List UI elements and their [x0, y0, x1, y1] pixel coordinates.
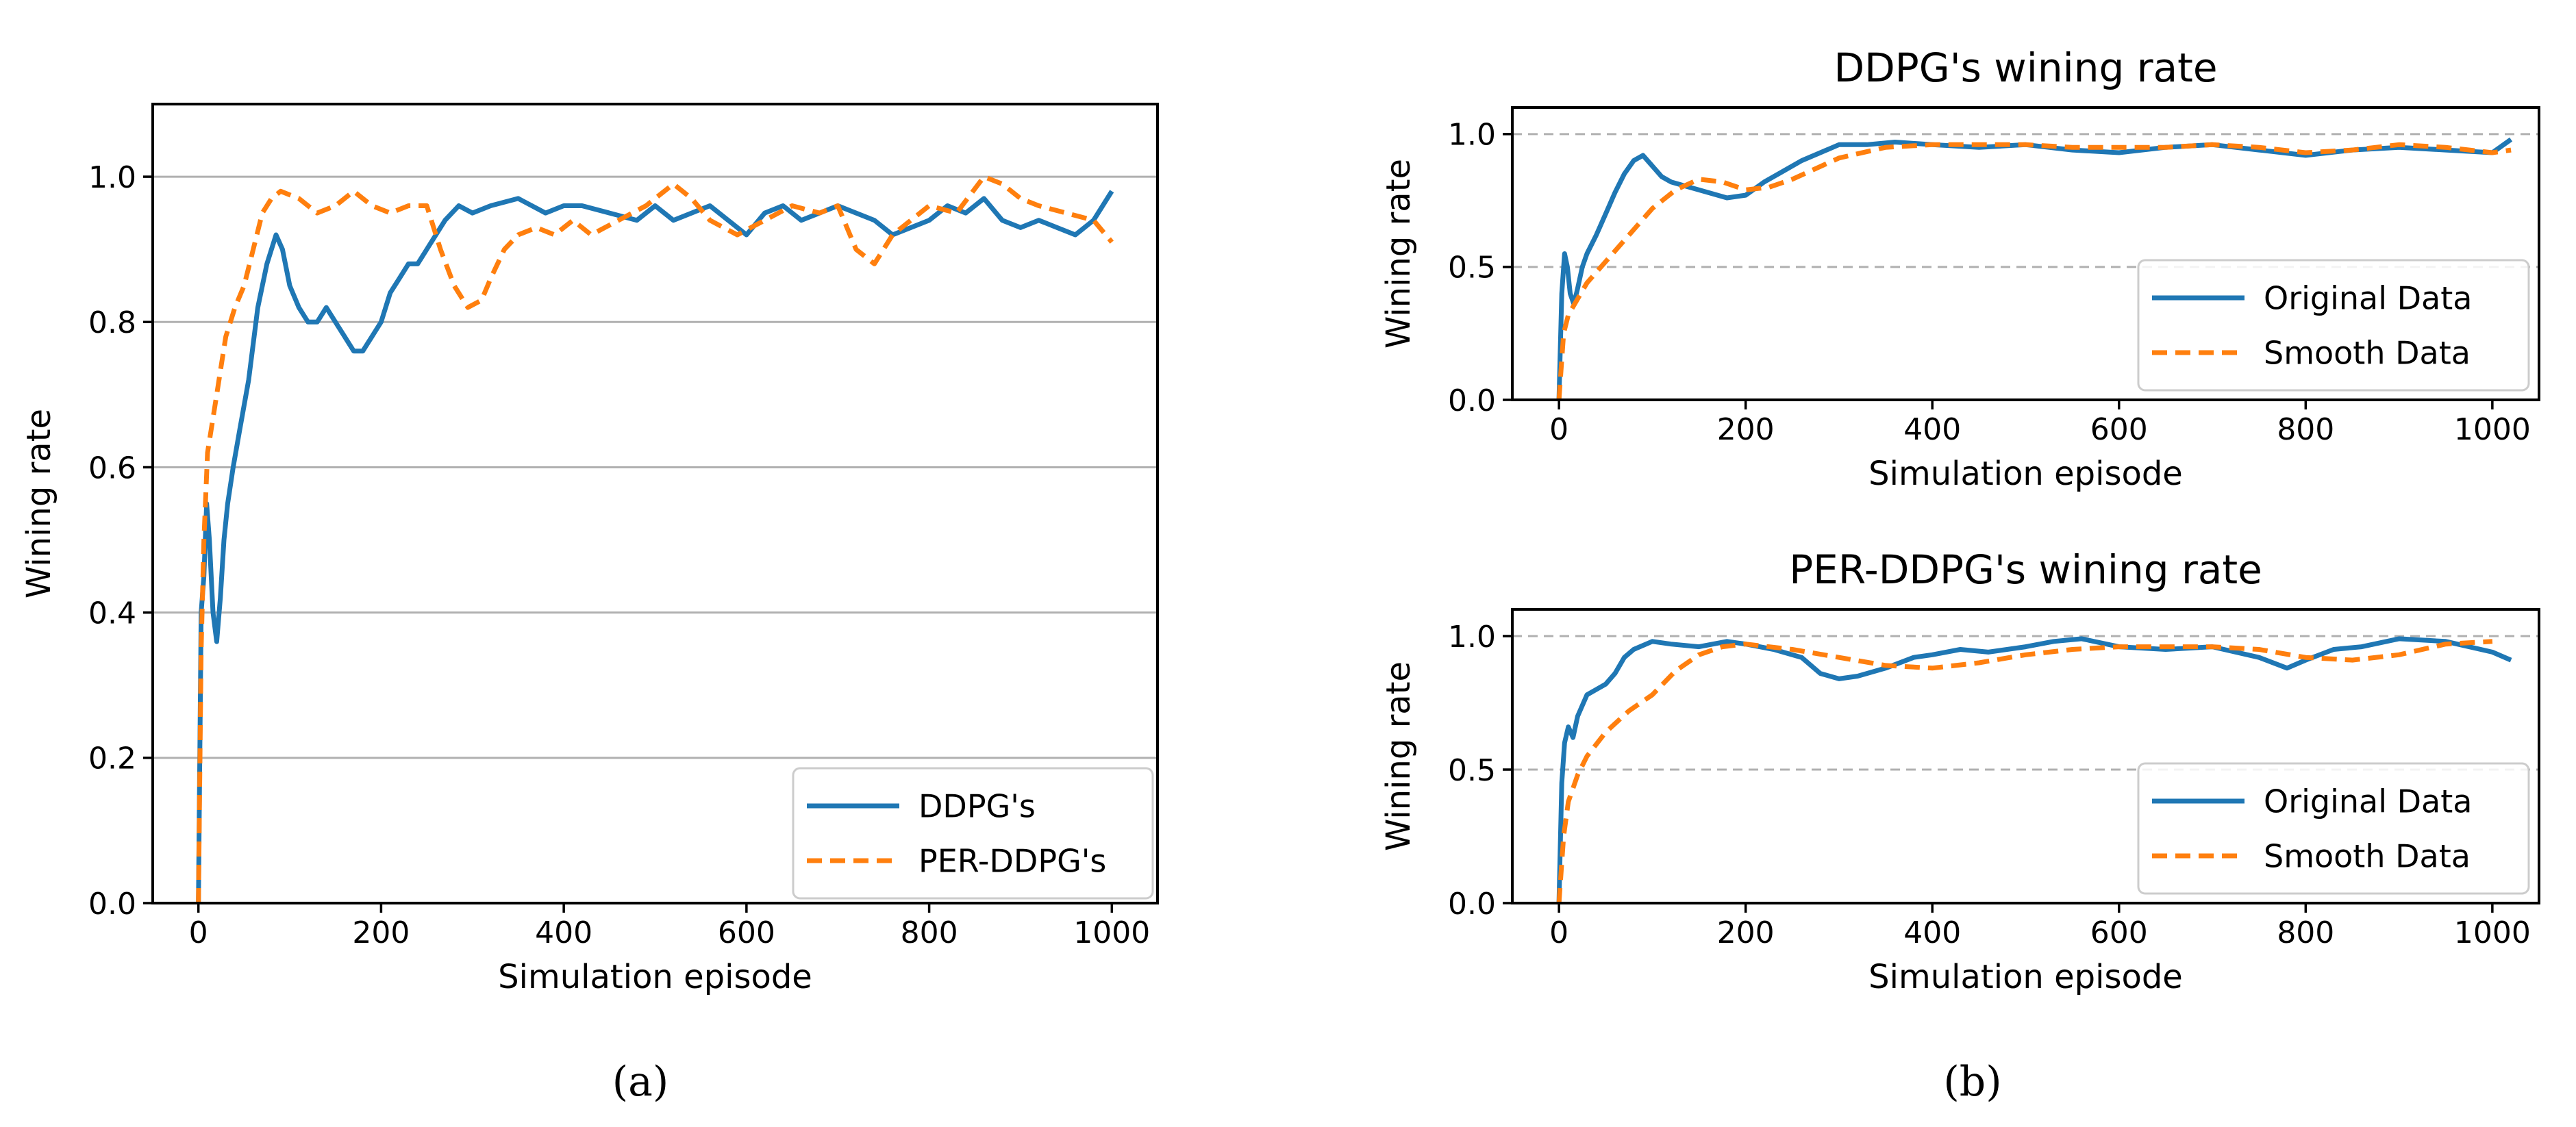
y-axis-label: Wining rate [1379, 661, 1418, 851]
legend-box [792, 767, 1154, 900]
y-tick-label: 0.8 [88, 305, 136, 340]
y-tick-label: 0.0 [1448, 887, 1496, 922]
legend: Original Data Smooth Data [2137, 762, 2530, 895]
y-tick-label: 1.0 [1448, 118, 1496, 153]
series-line-smooth [1556, 639, 2493, 904]
y-axis-label: Wining rate [20, 409, 58, 598]
legend-label: Smooth Data [2264, 838, 2471, 875]
series-line-original [1556, 636, 2512, 904]
legend-label: Original Data [2264, 783, 2472, 820]
x-tick-label: 400 [1903, 915, 1961, 950]
chart-a: 0 200 400 600 800 1000 0.0 0.2 0.4 0.6 0.8 1.0 Simul… [20, 103, 1159, 996]
legend: DDPG's PER-DDPG's [792, 767, 1154, 900]
legend-box [2137, 259, 2530, 392]
legend-box [2137, 762, 2530, 895]
y-tick-label: 0.5 [1448, 251, 1496, 286]
x-axis-label: Simulation episode [1868, 455, 2183, 493]
x-axis-label: Simulation episode [498, 958, 812, 996]
x-tick-label: 0 [189, 915, 208, 950]
plot-frame [151, 103, 1159, 904]
x-tick-label: 600 [718, 915, 775, 950]
x-tick-label: 200 [1717, 915, 1775, 950]
chart-b1: 0 200 400 600 800 1000 0.0 0.5 1.0 Simulation epi… [1379, 45, 2540, 493]
x-tick-label: 800 [2277, 412, 2334, 447]
x-tick-label: 800 [901, 915, 958, 950]
plot-frame [1511, 106, 2540, 401]
x-tick-label: 1000 [2454, 412, 2531, 447]
x-tick-label: 200 [1717, 412, 1775, 447]
y-tick-label: 0.5 [1448, 753, 1496, 788]
y-tick-label: 0.4 [88, 596, 136, 631]
x-tick-label: 1000 [1073, 915, 1150, 950]
caption-b: (b) [1943, 1058, 2001, 1106]
series-line-smooth [1556, 142, 2512, 401]
y-tick-label: 1.0 [1448, 620, 1496, 655]
plot-frame [1511, 608, 2540, 904]
chart-b2: 0 200 400 600 800 1000 0.0 0.5 1.0 Simulation epi… [1379, 546, 2540, 996]
legend-label: Original Data [2264, 280, 2472, 317]
legend-label: Smooth Data [2264, 335, 2471, 372]
legend-label: PER-DDPG's [918, 843, 1106, 880]
y-tick-label: 0.2 [88, 742, 136, 776]
y-tick-label: 0.0 [1448, 383, 1496, 418]
chart-title: DDPG's wining rate [1834, 45, 2217, 91]
y-tick-label: 0.0 [88, 887, 136, 922]
y-axis-label: Wining rate [1379, 159, 1418, 349]
y-tick-label: 1.0 [88, 160, 136, 195]
x-tick-label: 600 [2090, 412, 2148, 447]
x-axis-label: Simulation episode [1868, 958, 2183, 996]
legend-label: DDPG's [918, 788, 1036, 825]
x-tick-label: 600 [2090, 915, 2148, 950]
series-line-smooth [196, 174, 1114, 904]
series-line-original [196, 190, 1114, 904]
chart-title: PER-DDPG's wining rate [1789, 546, 2262, 593]
x-tick-label: 0 [1549, 915, 1568, 950]
x-tick-label: 1000 [2454, 915, 2531, 950]
x-tick-label: 400 [1903, 412, 1961, 447]
x-tick-label: 400 [535, 915, 592, 950]
caption-a: (a) [612, 1058, 669, 1106]
x-tick-label: 200 [352, 915, 410, 950]
legend: Original Data Smooth Data [2137, 259, 2530, 392]
x-tick-label: 800 [2277, 915, 2334, 950]
x-tick-label: 0 [1549, 412, 1568, 447]
y-tick-label: 0.6 [88, 451, 136, 485]
